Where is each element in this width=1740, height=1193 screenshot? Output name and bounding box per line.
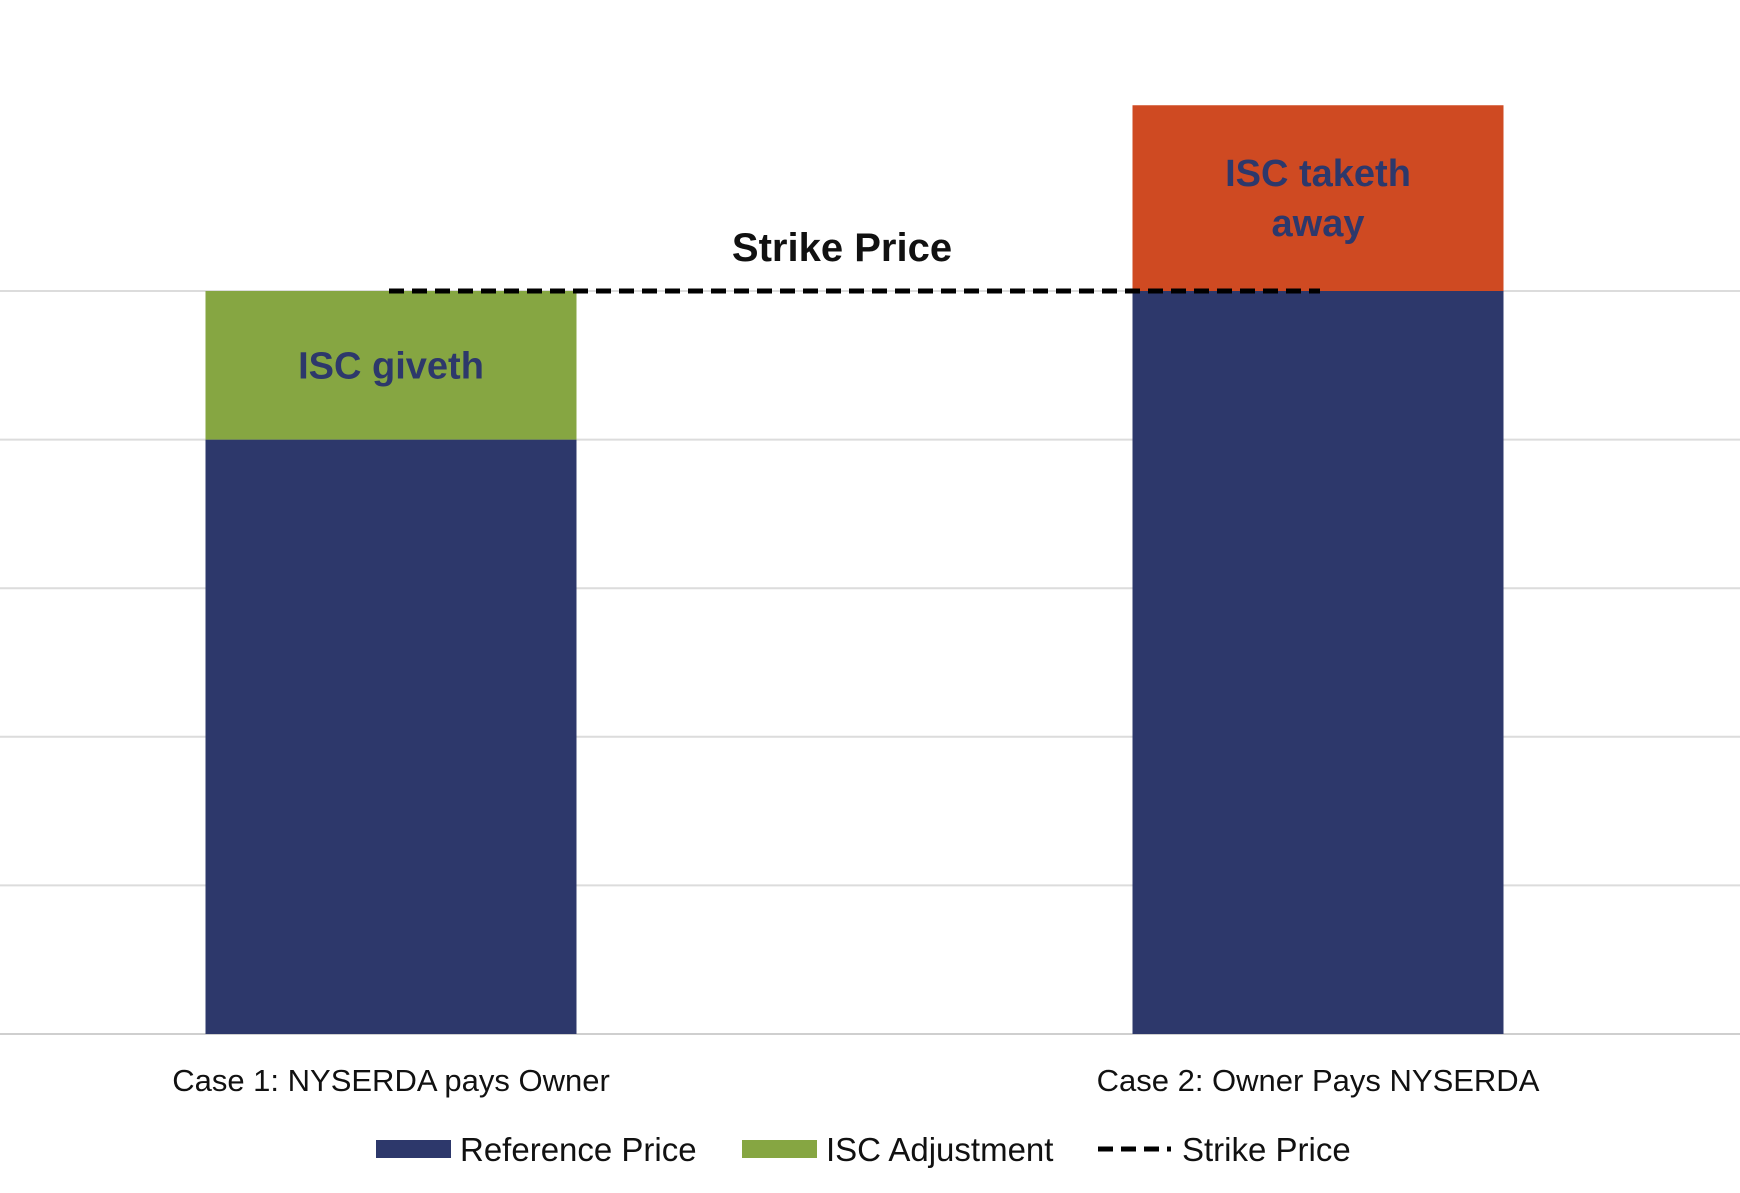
legend-item: ISC Adjustment bbox=[742, 1131, 1053, 1168]
legend-swatch bbox=[742, 1140, 817, 1158]
annotations: ISC giveth ISC taketh away bbox=[298, 153, 1411, 387]
legend-item: Strike Price bbox=[1098, 1131, 1351, 1168]
bar-segment-series-2 bbox=[1132, 105, 1504, 291]
legend-label: ISC Adjustment bbox=[826, 1131, 1053, 1168]
bar-segment-isc-adjustment bbox=[205, 291, 577, 440]
segment-annotation: ISC taketh away bbox=[1225, 153, 1411, 245]
strike-price-line: Strike Price bbox=[389, 226, 1320, 294]
legend-swatch bbox=[376, 1140, 451, 1158]
segment-annotation: ISC giveth bbox=[298, 345, 484, 387]
legend-label: Strike Price bbox=[1182, 1131, 1351, 1168]
x-axis: Case 1: NYSERDA pays Owner Case 2: Owner … bbox=[172, 1063, 1540, 1098]
legend: Reference Price ISC Adjustment Strike Pric… bbox=[376, 1131, 1351, 1168]
legend-item: Reference Price bbox=[376, 1131, 697, 1168]
bars bbox=[205, 105, 1504, 1035]
strike-price-label: Strike Price bbox=[732, 226, 952, 270]
bar-segment-reference-price bbox=[1132, 291, 1504, 1034]
category-tick-label: Case 1: NYSERDA pays Owner bbox=[172, 1063, 610, 1098]
category-tick-label: Case 2: Owner Pays NYSERDA bbox=[1097, 1063, 1540, 1098]
bar-segment-reference-price bbox=[205, 439, 577, 1035]
legend-label: Reference Price bbox=[460, 1131, 697, 1168]
